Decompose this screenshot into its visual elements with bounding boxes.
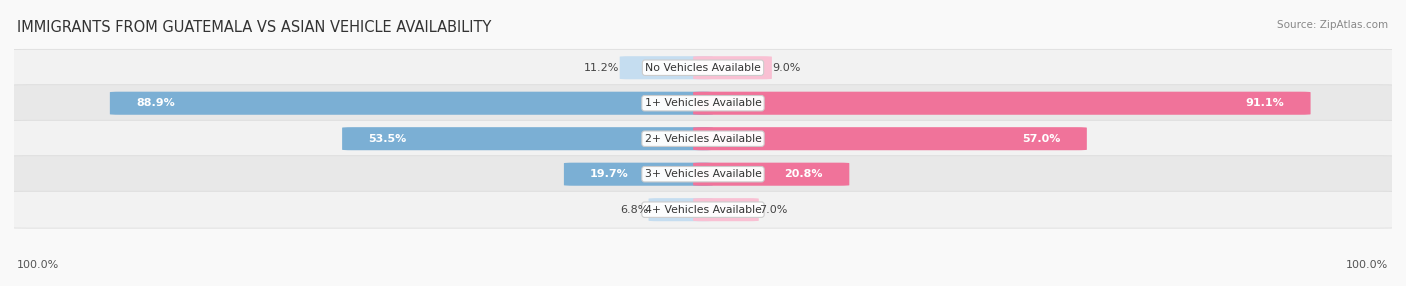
Text: Source: ZipAtlas.com: Source: ZipAtlas.com (1277, 20, 1388, 30)
Text: 20.8%: 20.8% (785, 169, 823, 179)
FancyBboxPatch shape (1, 49, 1405, 86)
Text: 100.0%: 100.0% (1346, 260, 1388, 270)
FancyBboxPatch shape (693, 163, 849, 186)
FancyBboxPatch shape (1, 156, 1405, 193)
Text: IMMIGRANTS FROM GUATEMALA VS ASIAN VEHICLE AVAILABILITY: IMMIGRANTS FROM GUATEMALA VS ASIAN VEHIC… (17, 20, 491, 35)
Text: 53.5%: 53.5% (368, 134, 406, 144)
Text: 57.0%: 57.0% (1022, 134, 1060, 144)
FancyBboxPatch shape (693, 198, 759, 221)
Text: No Vehicles Available: No Vehicles Available (645, 63, 761, 73)
Text: 7.0%: 7.0% (759, 205, 787, 215)
FancyBboxPatch shape (693, 92, 1310, 115)
Text: 6.8%: 6.8% (620, 205, 648, 215)
Text: 3+ Vehicles Available: 3+ Vehicles Available (644, 169, 762, 179)
Text: 91.1%: 91.1% (1246, 98, 1284, 108)
FancyBboxPatch shape (110, 92, 713, 115)
FancyBboxPatch shape (693, 127, 1087, 150)
Text: 88.9%: 88.9% (136, 98, 174, 108)
FancyBboxPatch shape (564, 163, 713, 186)
FancyBboxPatch shape (1, 191, 1405, 228)
Text: 1+ Vehicles Available: 1+ Vehicles Available (644, 98, 762, 108)
FancyBboxPatch shape (1, 120, 1405, 157)
FancyBboxPatch shape (620, 56, 713, 79)
FancyBboxPatch shape (1, 85, 1405, 122)
Text: 4+ Vehicles Available: 4+ Vehicles Available (644, 205, 762, 215)
Text: 9.0%: 9.0% (772, 63, 800, 73)
Text: 2+ Vehicles Available: 2+ Vehicles Available (644, 134, 762, 144)
Text: 11.2%: 11.2% (585, 63, 620, 73)
FancyBboxPatch shape (693, 56, 772, 79)
Text: 100.0%: 100.0% (17, 260, 59, 270)
FancyBboxPatch shape (342, 127, 713, 150)
Text: 19.7%: 19.7% (591, 169, 628, 179)
FancyBboxPatch shape (648, 198, 713, 221)
